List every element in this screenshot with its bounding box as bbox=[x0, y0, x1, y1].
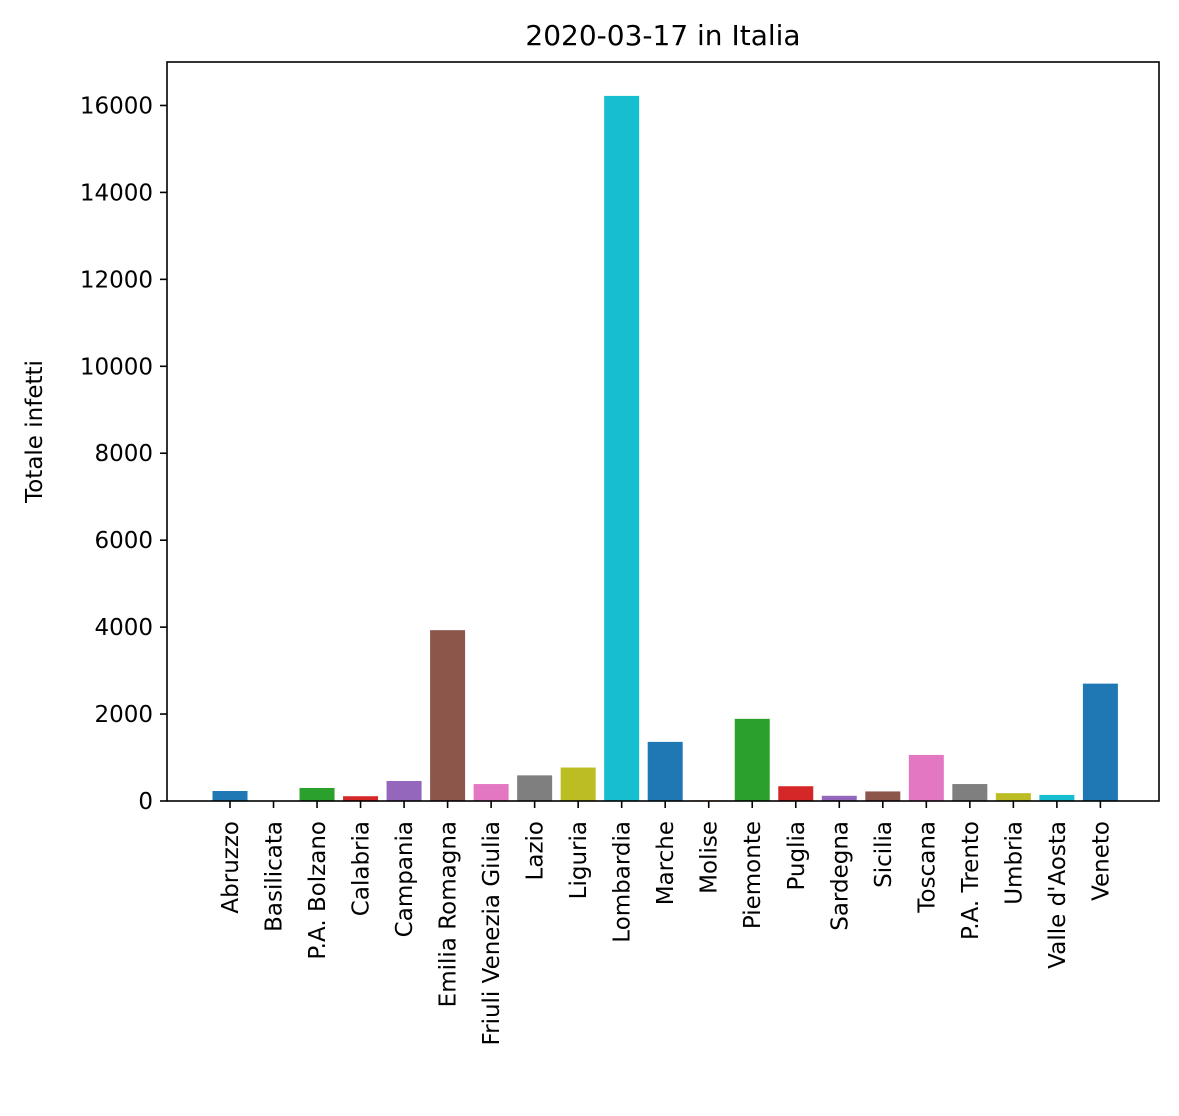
bar bbox=[647, 741, 683, 801]
y-tick-label: 4000 bbox=[94, 615, 153, 641]
x-tick-label: P.A. Bolzano bbox=[305, 821, 331, 960]
bar bbox=[386, 781, 422, 801]
x-tick-label: Puglia bbox=[784, 821, 810, 891]
x-tick-label: Sardegna bbox=[827, 821, 853, 931]
x-tick-label: Molise bbox=[697, 821, 723, 894]
y-tick-label: 6000 bbox=[94, 528, 153, 554]
x-tick-label: P.A. Trento bbox=[958, 821, 984, 940]
chart-title: 2020-03-17 in Italia bbox=[525, 19, 800, 52]
y-tick-label: 0 bbox=[138, 789, 153, 815]
x-tick-label: Marche bbox=[653, 821, 679, 905]
y-axis-ticks: 0 2000 4000 6000 8000 10000 12000 14000 16000 bbox=[80, 93, 167, 815]
y-axis-label: Totale infetti bbox=[22, 360, 48, 504]
y-tick-label: 12000 bbox=[80, 267, 153, 293]
x-tick-label: Sicilia bbox=[871, 821, 897, 888]
x-tick-label: Toscana bbox=[914, 821, 940, 914]
bar bbox=[430, 630, 466, 801]
y-tick-label: 16000 bbox=[80, 93, 153, 119]
plot-frame bbox=[166, 61, 1160, 802]
bar bbox=[517, 775, 553, 801]
x-tick-label: Basilicata bbox=[262, 821, 288, 932]
bar bbox=[908, 754, 944, 801]
bar bbox=[299, 787, 335, 801]
y-tick-label: 8000 bbox=[94, 441, 153, 467]
bar bbox=[1082, 683, 1118, 801]
bar bbox=[734, 718, 770, 801]
bar bbox=[604, 95, 640, 802]
bar bbox=[212, 791, 248, 801]
bar bbox=[473, 784, 509, 801]
bar bbox=[821, 795, 857, 801]
y-tick-label: 14000 bbox=[80, 180, 153, 206]
x-tick-label: Lombardia bbox=[610, 821, 636, 943]
x-tick-label: Lazio bbox=[523, 821, 549, 880]
bar bbox=[995, 793, 1031, 801]
x-axis-ticks: Abruzzo Basilicata P.A. Bolzano Calabria Cam… bbox=[218, 801, 1114, 1045]
x-tick-label: Umbria bbox=[1001, 821, 1027, 905]
x-tick-label: Abruzzo bbox=[218, 821, 244, 914]
bar bbox=[952, 784, 988, 801]
x-tick-label: Emilia Romagna bbox=[436, 821, 462, 1007]
y-tick-label: 10000 bbox=[80, 354, 153, 380]
bar bbox=[560, 767, 596, 801]
bars bbox=[212, 95, 1118, 802]
bar bbox=[1039, 794, 1075, 801]
x-tick-label: Valle d'Aosta bbox=[1045, 821, 1071, 969]
x-tick-label: Campania bbox=[392, 821, 418, 937]
x-tick-label: Friuli Venezia Giulia bbox=[479, 821, 505, 1045]
x-tick-label: Liguria bbox=[566, 821, 592, 899]
x-tick-label: Piemonte bbox=[740, 821, 766, 929]
bar bbox=[865, 791, 901, 801]
bar bbox=[778, 786, 814, 801]
y-tick-label: 2000 bbox=[94, 702, 153, 728]
x-tick-label: Calabria bbox=[349, 821, 375, 916]
x-tick-label: Veneto bbox=[1088, 821, 1114, 901]
bar bbox=[343, 796, 379, 801]
